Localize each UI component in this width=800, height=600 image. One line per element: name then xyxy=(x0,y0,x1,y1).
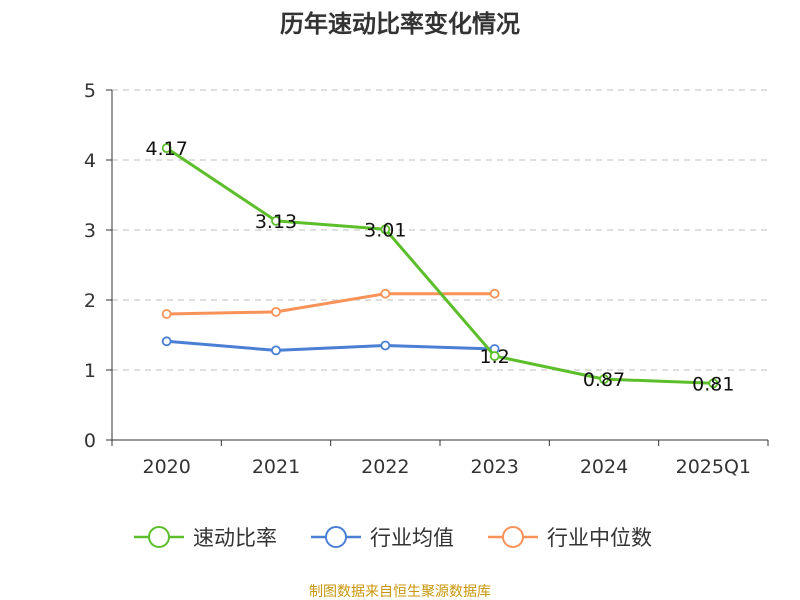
series-point-2[interactable] xyxy=(380,288,391,299)
series-point-2[interactable] xyxy=(161,309,172,319)
axes: 0 1 2 3 4 5 2020 2021 2022 2023 2024 2025Q1 xyxy=(84,80,769,478)
y-tick-label: 0 xyxy=(84,430,96,452)
series-group xyxy=(161,143,719,389)
grid-lines xyxy=(112,89,768,371)
data-label: 1.2 xyxy=(480,346,510,368)
x-tick-label: 2020 xyxy=(142,456,190,478)
data-labels: 4.17 3.13 3.01 1.2 0.87 0.81 xyxy=(146,138,735,395)
series-point-2[interactable] xyxy=(489,288,500,299)
series-point-1[interactable] xyxy=(271,345,281,356)
x-tick-label: 2021 xyxy=(252,456,300,478)
y-tick-label: 4 xyxy=(84,150,96,172)
y-tick-label: 1 xyxy=(84,360,96,382)
series-point-1[interactable] xyxy=(161,336,172,347)
series-point-0[interactable] xyxy=(708,378,719,389)
x-tick-label: 2025Q1 xyxy=(676,456,751,478)
y-tick-label: 5 xyxy=(84,80,96,102)
chart-title: 历年速动比率变化情况 xyxy=(280,10,520,38)
series-point-1[interactable] xyxy=(380,340,391,351)
legend-marker-0[interactable] xyxy=(148,526,170,548)
data-label: 0.87 xyxy=(583,369,625,391)
series-line-1 xyxy=(166,339,495,352)
series-point-0[interactable] xyxy=(380,224,391,235)
series-line-0 xyxy=(165,146,714,385)
data-label: 3.13 xyxy=(255,211,297,233)
series-point-0[interactable] xyxy=(271,215,281,226)
source-note: 制图数据来自恒生聚源数据库 xyxy=(309,584,491,600)
data-label: 3.01 xyxy=(364,219,406,241)
x-tick-label: 2023 xyxy=(470,456,518,478)
series-point-0[interactable] xyxy=(489,351,500,361)
data-label: 0.81 xyxy=(692,373,734,395)
series-point-0[interactable] xyxy=(161,143,172,154)
y-tick-label: 3 xyxy=(84,220,96,242)
series-point-0[interactable] xyxy=(599,374,609,385)
legend-label-1[interactable]: 行业均值 xyxy=(370,526,454,550)
series-point-2[interactable] xyxy=(271,306,281,317)
legend-marker-2[interactable] xyxy=(502,526,524,548)
x-tick-label: 2022 xyxy=(361,456,409,478)
legend-marker-1[interactable] xyxy=(325,526,347,548)
legend[interactable]: 速动比率 行业均值 行业中位数 xyxy=(134,526,652,550)
data-label: 4.17 xyxy=(146,138,188,160)
x-tick-label: 2024 xyxy=(580,456,628,478)
legend-label-0[interactable]: 速动比率 xyxy=(193,526,277,550)
legend-label-2[interactable]: 行业中位数 xyxy=(547,526,652,550)
y-tick-label: 2 xyxy=(84,290,96,312)
